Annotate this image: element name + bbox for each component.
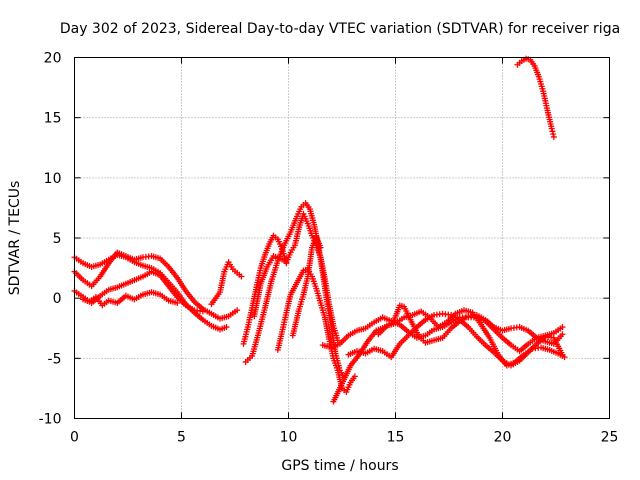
y-tick-label: 5 bbox=[53, 231, 62, 247]
series-track-10 bbox=[289, 233, 324, 339]
x-tick-label: 15 bbox=[387, 430, 405, 446]
grid bbox=[74, 57, 610, 419]
y-tick-label: -5 bbox=[48, 351, 62, 367]
data-point bbox=[561, 354, 568, 361]
data-points bbox=[71, 55, 568, 405]
x-tick-label: 20 bbox=[494, 430, 512, 446]
data-point bbox=[559, 324, 566, 331]
axis-ticks: 0 5 10 15 20 25 -10 -5 0 5 10 15 20 bbox=[39, 51, 619, 446]
data-point bbox=[238, 273, 245, 280]
x-tick-label: 25 bbox=[601, 430, 619, 446]
data-point bbox=[559, 331, 566, 338]
y-tick-label: 10 bbox=[44, 171, 62, 187]
y-axis-label: SDTVAR / TECUs bbox=[7, 181, 23, 296]
series-track-4 bbox=[80, 289, 181, 309]
y-tick-label: -10 bbox=[39, 412, 62, 428]
data-point bbox=[234, 307, 241, 314]
data-point bbox=[550, 133, 557, 140]
y-tick-label: 15 bbox=[44, 111, 62, 127]
data-point bbox=[199, 308, 206, 315]
data-point bbox=[549, 128, 556, 135]
series-track-2 bbox=[71, 249, 241, 322]
y-tick-label: 0 bbox=[53, 291, 62, 307]
data-point bbox=[174, 299, 181, 306]
plot-frame bbox=[74, 57, 610, 419]
data-point bbox=[550, 131, 557, 138]
x-tick-label: 5 bbox=[177, 430, 186, 446]
y-tick-label: 20 bbox=[44, 51, 62, 67]
x-axis-label: GPS time / hours bbox=[281, 458, 398, 474]
series-track-15 bbox=[514, 55, 557, 140]
data-point bbox=[223, 324, 230, 331]
data-point bbox=[351, 373, 358, 380]
series-track-5 bbox=[208, 259, 245, 308]
series-track-14 bbox=[375, 307, 568, 369]
x-tick-label: 10 bbox=[280, 430, 298, 446]
data-point bbox=[548, 125, 555, 132]
data-point bbox=[317, 244, 324, 251]
x-tick-label: 0 bbox=[70, 430, 79, 446]
chart-title: Day 302 of 2023, Sidereal Day-to-day VTE… bbox=[60, 21, 620, 37]
